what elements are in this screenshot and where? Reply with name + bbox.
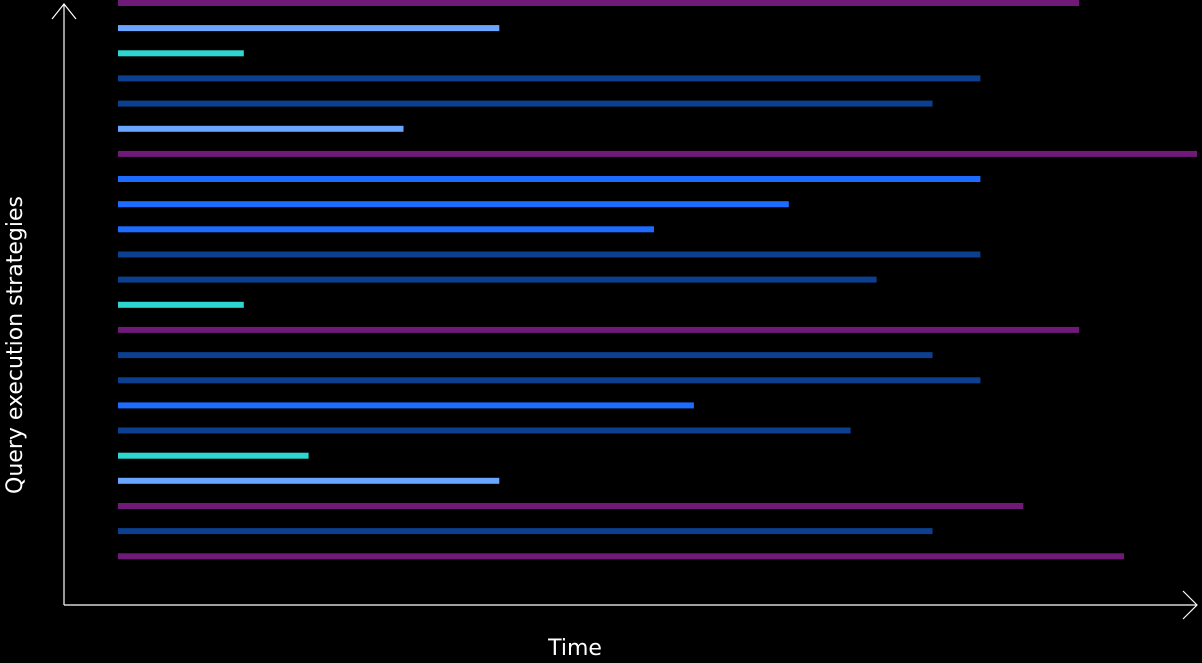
- bars-layer: [118, 0, 1197, 560]
- strategy-bar-14: [118, 326, 1080, 333]
- strategy-bar-20: [118, 477, 500, 484]
- strategy-bar-18: [118, 427, 851, 434]
- strategy-bar-6: [118, 125, 404, 132]
- strategy-bar-2: [118, 25, 500, 32]
- strategy-bar-3: [118, 50, 244, 57]
- strategy-bar-1: [118, 0, 1080, 6]
- strategy-bar-11: [118, 251, 981, 258]
- strategy-bar-21: [118, 503, 1024, 509]
- strategy-bar-4: [118, 75, 981, 82]
- x-axis-label: Time: [547, 636, 602, 661]
- x-axis-arrowhead-icon: [1182, 590, 1198, 620]
- y-axis-label: Query execution strategies: [3, 196, 28, 494]
- strategy-bar-22: [118, 528, 933, 535]
- strategy-bar-16: [118, 377, 981, 384]
- strategy-bar-19: [118, 452, 309, 459]
- strategy-bar-9: [118, 201, 789, 208]
- strategy-bar-15: [118, 352, 933, 359]
- strategy-bar-7: [118, 150, 1197, 157]
- strategy-bar-8: [118, 176, 981, 182]
- strategy-bar-23: [118, 553, 1125, 560]
- strategy-bar-12: [118, 276, 877, 283]
- strategy-bar-13: [118, 301, 244, 308]
- y-axis-arrowhead-icon: [51, 3, 77, 20]
- x-axis: [64, 590, 1198, 620]
- strategy-bar-10: [118, 226, 654, 233]
- y-axis: [51, 3, 77, 605]
- strategy-bar-5: [118, 100, 933, 107]
- strategy-bar-17: [118, 402, 694, 409]
